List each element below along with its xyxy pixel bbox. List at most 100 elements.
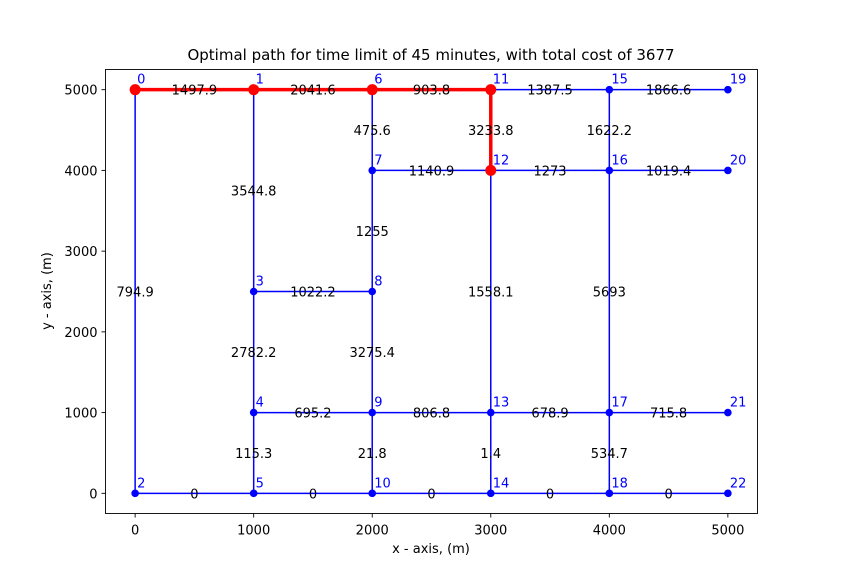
edge-cost-label-14-18: 0 [546,487,554,502]
edge-cost-label-4-9: 695.2 [294,407,331,422]
node-id-label-16: 16 [611,153,628,168]
y-tick-label-4000: 4000 [64,164,97,179]
edge-cost-label-15-16: 1622.2 [587,124,633,139]
path-node-1 [248,84,260,96]
edge-cost-label-1-6: 2041.6 [290,84,336,99]
node-10 [368,489,377,498]
x-tick-label-1000: 1000 [237,524,270,539]
x-axis-label: x - axis, (m) [392,542,470,557]
edge-cost-label-13-14: 1.4 [480,447,501,462]
node-id-label-20: 20 [730,153,747,168]
x-tick-label-3000: 3000 [474,524,507,539]
node-id-label-19: 19 [730,73,747,88]
edge-cost-label-9-13: 806.8 [413,407,450,422]
node-id-label-7: 7 [374,153,382,168]
node-id-label-18: 18 [611,476,628,491]
y-tick-label-0: 0 [89,487,97,502]
edge-cost-label-16-20: 1019.4 [646,164,692,179]
node-id-label-13: 13 [493,396,510,411]
edge-cost-label-12-16: 1273 [533,164,566,179]
node-id-label-3: 3 [256,275,264,290]
node-id-label-8: 8 [374,275,382,290]
edge-cost-label-15-19: 1866.6 [646,84,692,99]
node-id-label-0: 0 [137,73,145,88]
node-3 [249,287,258,296]
x-tick-label-2000: 2000 [356,524,389,539]
node-id-label-12: 12 [493,153,510,168]
x-tick-label-4000: 4000 [593,524,626,539]
edge-label-layer: 1497.9 2041.6 903.8 1387.5 1866.6 475.6 3233.8… [117,84,692,503]
edge-cost-label-17-18: 534.7 [591,447,628,462]
node-id-label-11: 11 [493,73,510,88]
y-axis: 0 1000 2000 3000 4000 5000 [64,84,106,502]
edge-cost-label-3-8: 1022.2 [290,286,336,301]
x-axis: 0 1000 2000 3000 4000 5000 [131,513,744,539]
edge-cost-label-17-21: 715.8 [650,407,687,422]
node-id-label-6: 6 [374,73,382,88]
node-id-label-10: 10 [374,476,391,491]
node-16 [605,166,614,175]
node-18 [605,489,614,498]
edge-cost-label-3-4: 2782.2 [231,346,277,361]
edge-cost-label-4-5: 115.3 [235,447,272,462]
edge-cost-label-6-11: 903.8 [413,84,450,99]
node-21 [724,408,732,417]
node-id-label-1: 1 [256,73,264,88]
path-node-0 [129,84,141,96]
node-22 [724,489,732,498]
node-4 [249,408,258,417]
node-id-label-14: 14 [493,476,510,491]
chart-title: Optimal path for time limit of 45 minute… [187,46,674,64]
edge-cost-label-0-1: 1497.9 [172,84,218,99]
edge-cost-label-12-13: 1558.1 [468,286,514,301]
node-layer [129,84,732,498]
node-id-label-15: 15 [611,73,628,88]
edge-cost-label-1-3: 3544.8 [231,185,277,200]
node-2 [131,489,139,498]
node-9 [368,408,377,417]
path-node-12 [485,164,497,176]
edge-cost-label-9-10: 21.8 [358,447,387,462]
node-id-label-2: 2 [137,476,145,491]
edge-cost-label-8-9: 3275.4 [349,346,395,361]
node-7 [368,166,377,175]
edge-cost-label-13-17: 678.9 [531,407,568,422]
node-14 [486,489,495,498]
y-axis-label: y - axis, (m) [40,252,55,330]
edge-cost-label-5-10: 0 [309,487,317,502]
edge-cost-label-0-2: 794.9 [117,286,154,301]
node-19 [724,85,732,94]
node-20 [724,166,732,175]
edge-cost-label-11-15: 1387.5 [527,84,573,99]
y-tick-label-5000: 5000 [64,84,97,99]
x-tick-label-5000: 5000 [711,524,744,539]
node-id-label-17: 17 [611,396,628,411]
node-5 [249,489,258,498]
node-id-label-21: 21 [730,396,747,411]
edge-cost-label-18-22: 0 [664,487,672,502]
node-id-label-5: 5 [256,476,264,491]
edge-cost-label-2-5: 0 [190,487,198,502]
plot-frame [105,69,758,514]
edge-cost-label-10-14: 0 [427,487,435,502]
node-id-label-4: 4 [256,396,264,411]
edge-cost-label-7-8: 1255 [356,225,389,240]
node-13 [486,408,495,417]
node-15 [605,85,614,94]
path-node-11 [485,84,497,96]
y-tick-label-1000: 1000 [64,407,97,422]
node-id-label-9: 9 [374,396,382,411]
x-tick-label-0: 0 [131,524,139,539]
node-17 [605,408,614,417]
y-tick-label-3000: 3000 [64,245,97,260]
edge-cost-label-16-17: 5693 [593,286,626,301]
node-8 [368,287,377,296]
edge-cost-label-7-12: 1140.9 [409,164,455,179]
path-node-6 [366,84,378,96]
y-tick-label-2000: 2000 [64,326,97,341]
edge-cost-label-6-7: 475.6 [354,124,391,139]
node-id-label-22: 22 [730,476,747,491]
